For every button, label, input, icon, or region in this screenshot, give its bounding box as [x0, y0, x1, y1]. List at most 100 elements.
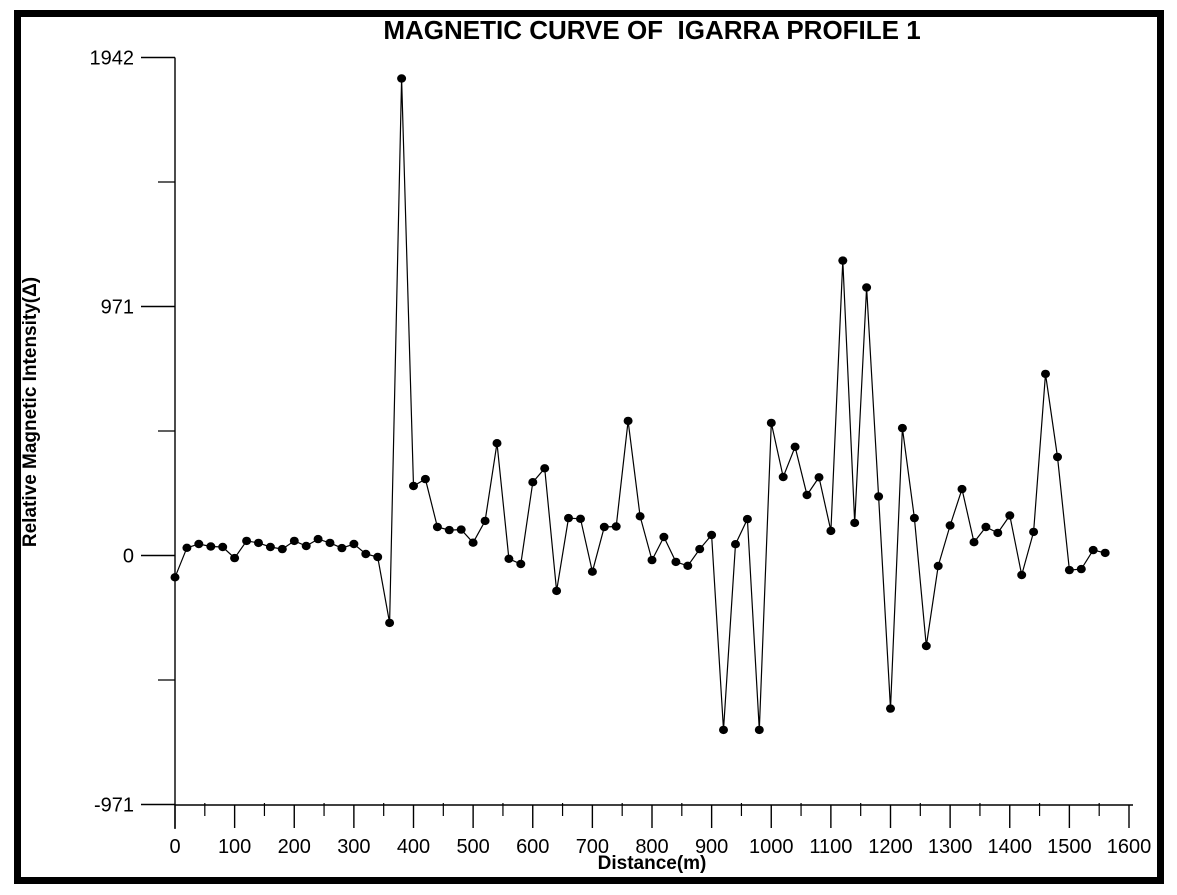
x-tick-label: 300: [337, 836, 370, 858]
y-tick-label: 0: [123, 546, 134, 568]
data-point: [540, 464, 550, 473]
data-point: [969, 538, 979, 547]
data-point: [289, 536, 299, 546]
data-point: [1100, 548, 1110, 558]
data-point: [1053, 452, 1062, 462]
data-point: [373, 552, 383, 562]
data-point: [659, 532, 669, 542]
data-point: [1076, 564, 1086, 574]
data-point: [933, 561, 943, 571]
data-point: [993, 528, 1003, 538]
data-point: [850, 518, 860, 528]
x-tick-label: 1400: [988, 836, 1033, 858]
y-tick-label: -971: [94, 795, 134, 817]
data-point: [242, 536, 252, 546]
data-point: [206, 542, 216, 551]
data-point: [599, 522, 609, 532]
data-point: [754, 725, 764, 735]
data-point: [635, 512, 645, 521]
data-point: [564, 513, 573, 523]
data-point: [337, 543, 347, 553]
figure-border: [14, 10, 1164, 884]
data-point: [1088, 545, 1098, 555]
data-point: [1017, 570, 1027, 580]
x-tick-label: 800: [635, 836, 668, 858]
x-tick-label: 400: [397, 836, 430, 858]
data-point: [528, 478, 538, 487]
data-point: [802, 490, 812, 500]
data-point: [897, 423, 907, 433]
data-point: [778, 472, 788, 482]
data-point: [301, 541, 311, 551]
data-point: [385, 618, 395, 628]
data-point: [838, 256, 848, 265]
x-tick-label: 600: [516, 836, 549, 858]
data-point: [874, 492, 884, 501]
data-point: [647, 555, 657, 565]
x-tick-label: 700: [576, 836, 609, 858]
x-tick-label: 900: [695, 836, 728, 858]
x-tick-label: 1300: [928, 836, 973, 858]
data-point: [790, 442, 800, 451]
x-tick-label: 1500: [1047, 836, 1092, 858]
data-point: [1041, 369, 1050, 379]
data-point: [957, 484, 967, 494]
data-point: [361, 549, 371, 559]
data-point: [349, 539, 359, 549]
data-point: [468, 538, 478, 547]
data-point: [683, 561, 693, 570]
data-point: [611, 522, 621, 531]
x-tick-label: 500: [456, 836, 489, 858]
data-point: [409, 481, 418, 491]
data-point: [254, 538, 263, 548]
data-point: [230, 553, 240, 563]
data-point: [623, 416, 633, 426]
chart-title: MAGNETIC CURVE OF IGARRA PROFILE 1: [383, 15, 921, 45]
data-point: [313, 534, 323, 544]
x-tick-label: 0: [169, 836, 180, 858]
y-tick-label: 1942: [90, 48, 135, 70]
data-point: [456, 525, 466, 534]
data-point: [444, 525, 454, 535]
data-point: [1064, 565, 1074, 575]
data-point: [492, 439, 502, 448]
x-tick-label: 1000: [749, 836, 794, 858]
data-point: [182, 543, 192, 552]
data-point: [504, 554, 514, 563]
data-point: [218, 542, 228, 552]
data-point: [671, 557, 681, 567]
data-point: [432, 522, 442, 532]
data-point: [576, 514, 585, 523]
data-point: [325, 538, 335, 548]
data-point: [862, 283, 872, 292]
data-point: [194, 539, 204, 549]
x-tick-label: 1600: [1107, 836, 1152, 858]
x-axis-label: Distance(m): [597, 853, 707, 874]
data-point: [921, 641, 931, 651]
data-point: [1005, 511, 1015, 520]
x-tick-label: 100: [218, 836, 251, 858]
data-point: [719, 725, 728, 735]
data-point: [265, 542, 275, 552]
data-point: [420, 474, 430, 484]
data-point: [909, 513, 919, 523]
data-point: [695, 544, 705, 554]
data-point: [170, 573, 180, 582]
data-point: [277, 544, 287, 554]
data-point: [731, 540, 740, 549]
series-line: [174, 78, 1106, 730]
data-point: [814, 473, 824, 482]
data-point: [516, 559, 526, 569]
x-tick-label: 1200: [868, 836, 913, 858]
data-point: [945, 521, 955, 530]
data-point: [766, 418, 776, 428]
data-point: [552, 586, 562, 596]
data-point: [981, 522, 991, 532]
data-point: [397, 74, 407, 83]
x-tick-label: 200: [278, 836, 311, 858]
y-tick-label: 971: [101, 297, 134, 319]
data-point: [826, 526, 836, 536]
data-point: [707, 530, 717, 540]
data-point: [1029, 527, 1039, 537]
